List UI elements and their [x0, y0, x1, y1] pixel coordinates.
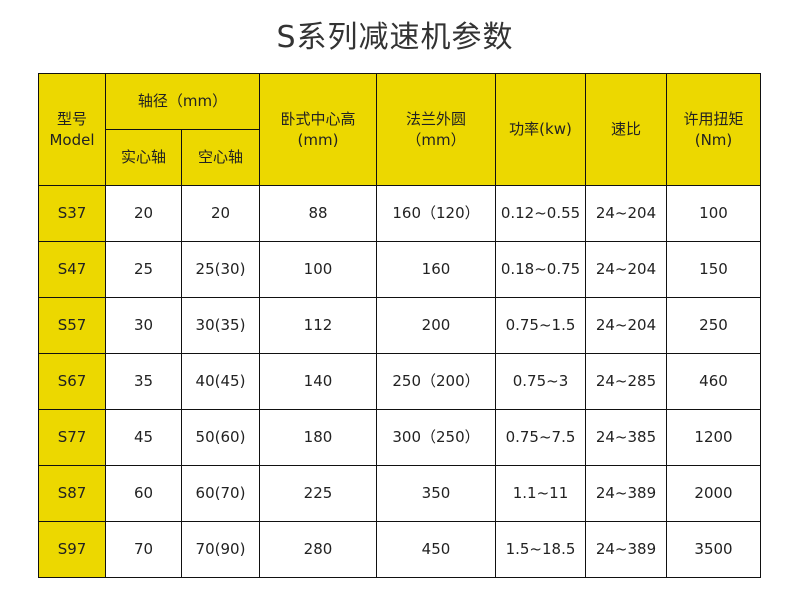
table-cell: 30	[105, 297, 182, 354]
table-cell: 60	[105, 465, 182, 522]
table-row: S67 35 40(45) 140 250（200） 0.75~3 24~285 460	[38, 353, 761, 410]
header-power: 功率(kw)	[495, 73, 586, 186]
table-cell: 1.5~18.5	[495, 521, 586, 578]
table-cell: 0.75~1.5	[495, 297, 586, 354]
table-cell: 24~204	[585, 241, 667, 298]
table-cell: 0.12~0.55	[495, 185, 586, 242]
table-cell: 40(45)	[181, 353, 260, 410]
table-cell: 24~385	[585, 409, 667, 466]
table-row: S87 60 60(70) 225 350 1.1~11 24~389 2000	[38, 465, 761, 522]
table-cell: 45	[105, 409, 182, 466]
header-ratio: 速比	[585, 73, 667, 186]
spec-table: 型号 Model 轴径（mm） 卧式中心高 (mm) 法兰外圆 （mm） 功率(kw)…	[38, 73, 761, 578]
model-cell: S77	[38, 409, 106, 466]
table-cell: 460	[666, 353, 761, 410]
table-cell: 160	[376, 241, 496, 298]
table-cell: 1200	[666, 409, 761, 466]
model-cell: S67	[38, 353, 106, 410]
table-cell: 0.75~7.5	[495, 409, 586, 466]
table-cell: 50(60)	[181, 409, 260, 466]
table-cell: 1.1~11	[495, 465, 586, 522]
header-solid-shaft: 实心轴	[105, 129, 182, 186]
table-cell: 0.75~3	[495, 353, 586, 410]
table-cell: 225	[259, 465, 377, 522]
table-cell: 250	[666, 297, 761, 354]
header-torque: 许用扭矩 (Nm)	[666, 73, 761, 186]
table-cell: 280	[259, 521, 377, 578]
table-cell: 150	[666, 241, 761, 298]
table-cell: 2000	[666, 465, 761, 522]
header-model: 型号 Model	[38, 73, 106, 186]
header-row: 型号 Model 轴径（mm） 卧式中心高 (mm) 法兰外圆 （mm） 功率(kw)…	[38, 73, 761, 186]
table-cell: 24~389	[585, 465, 667, 522]
table-row: S77 45 50(60) 180 300（250） 0.75~7.5 24~385 1200	[38, 409, 761, 466]
table-cell: 350	[376, 465, 496, 522]
table-row: S57 30 30(35) 112 200 0.75~1.5 24~204 250	[38, 297, 761, 354]
model-cell: S57	[38, 297, 106, 354]
table-cell: 24~204	[585, 297, 667, 354]
table-cell: 35	[105, 353, 182, 410]
table-cell: 0.18~0.75	[495, 241, 586, 298]
table-cell: 25(30)	[181, 241, 260, 298]
table-cell: 450	[376, 521, 496, 578]
table-cell: 20	[105, 185, 182, 242]
page-title: S系列减速机参数	[276, 20, 514, 55]
table-cell: 112	[259, 297, 377, 354]
header-shaft: 轴径（mm）	[105, 73, 260, 130]
table-cell: 300（250）	[376, 409, 496, 466]
model-cell: S37	[38, 185, 106, 242]
table-cell: 24~389	[585, 521, 667, 578]
header-hollow-shaft: 空心轴	[181, 129, 260, 186]
model-cell: S87	[38, 465, 106, 522]
table-cell: 20	[181, 185, 260, 242]
table-cell: 180	[259, 409, 377, 466]
header-flange: 法兰外圆 （mm）	[376, 73, 496, 186]
table-cell: 24~204	[585, 185, 667, 242]
table-row: S47 25 25(30) 100 160 0.18~0.75 24~204 150	[38, 241, 761, 298]
table-row: S37 20 20 88 160（120） 0.12~0.55 24~204 100	[38, 185, 761, 242]
table-cell: 160（120）	[376, 185, 496, 242]
header-subrow: 实心轴 空心轴	[39, 129, 761, 186]
table-cell: 100	[259, 241, 377, 298]
table-cell: 3500	[666, 521, 761, 578]
table-cell: 60(70)	[181, 465, 260, 522]
table-cell: 100	[666, 185, 761, 242]
model-cell: S97	[38, 521, 106, 578]
table-cell: 70(90)	[181, 521, 260, 578]
table-cell: 25	[105, 241, 182, 298]
table-cell: 200	[376, 297, 496, 354]
table-row: S97 70 70(90) 280 450 1.5~18.5 24~389 3500	[38, 521, 761, 578]
table-cell: 30(35)	[181, 297, 260, 354]
table-cell: 70	[105, 521, 182, 578]
table-cell: 88	[259, 185, 377, 242]
table-cell: 24~285	[585, 353, 667, 410]
header-center-height: 卧式中心高 (mm)	[259, 73, 377, 186]
table-cell: 140	[259, 353, 377, 410]
table-cell: 250（200）	[376, 353, 496, 410]
model-cell: S47	[38, 241, 106, 298]
